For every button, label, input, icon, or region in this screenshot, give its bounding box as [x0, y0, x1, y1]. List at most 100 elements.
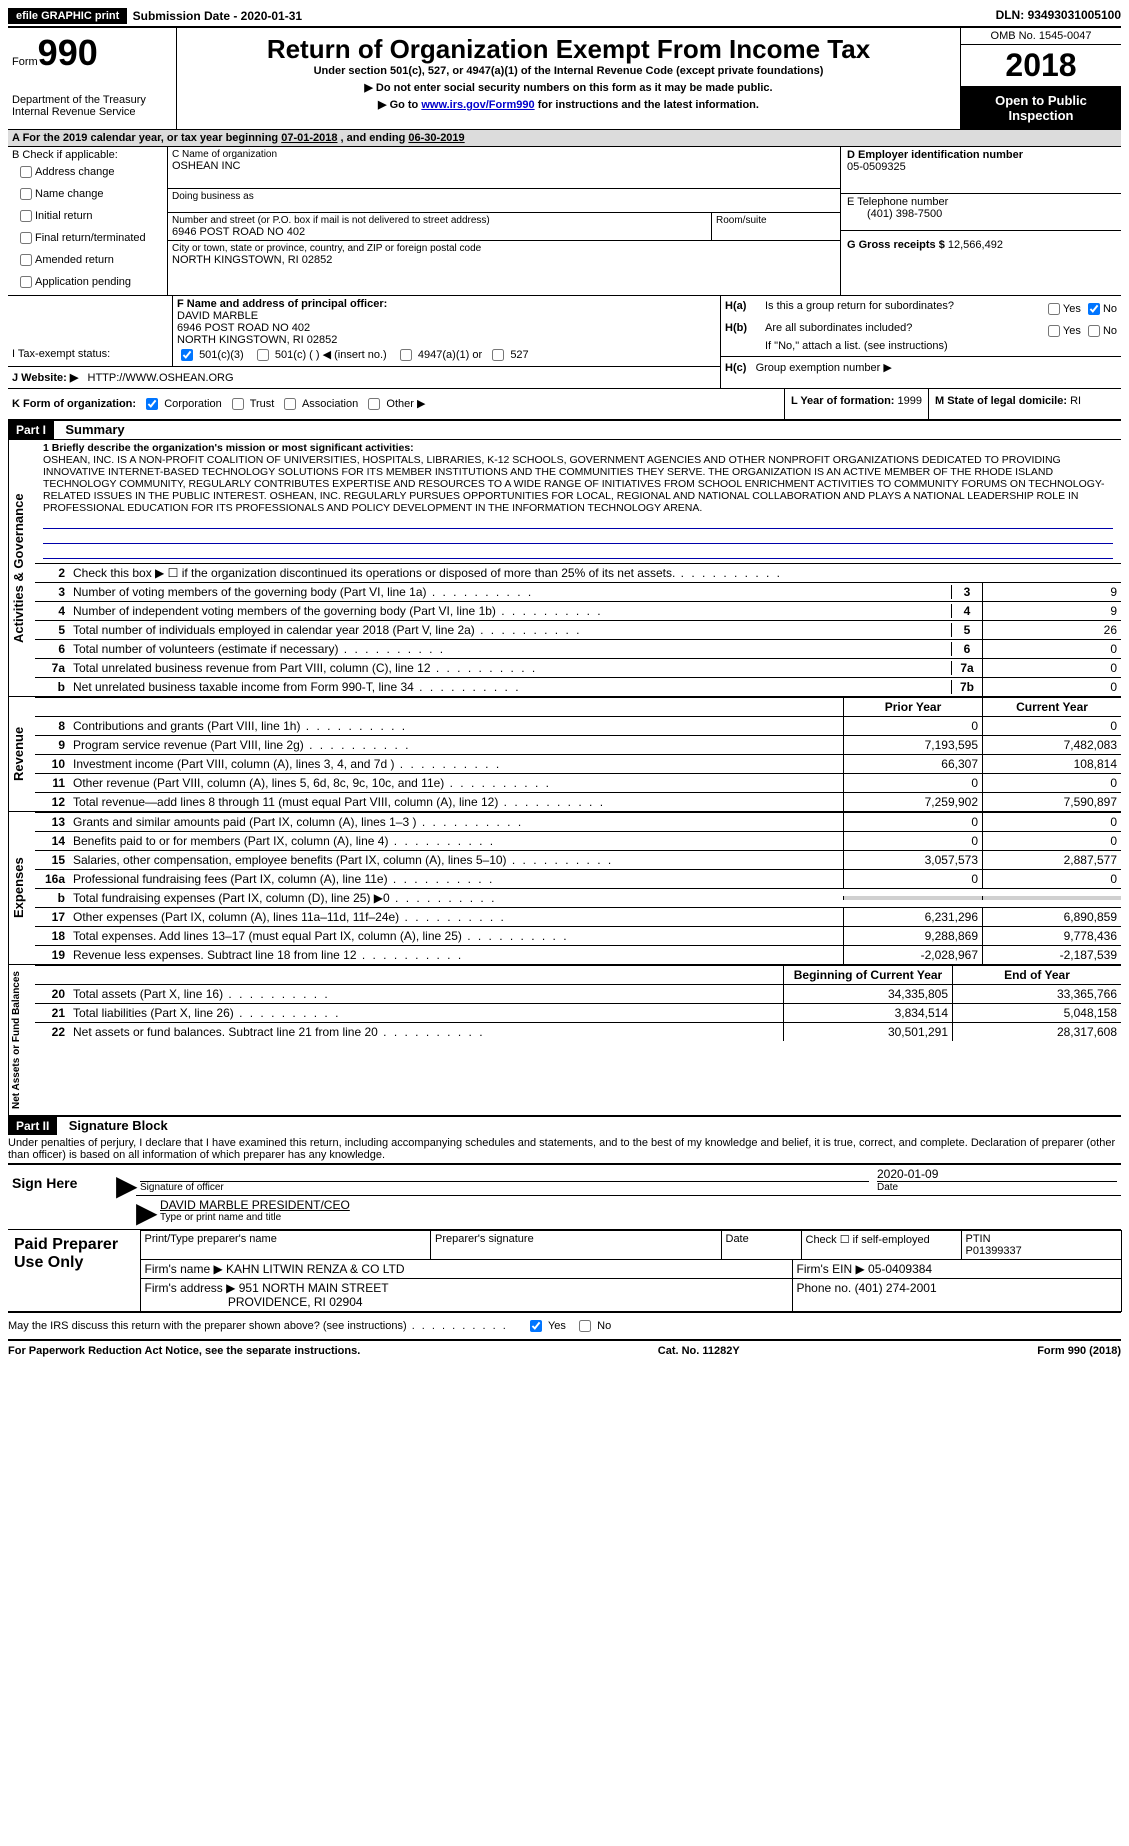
line-num: 22 [35, 1023, 69, 1041]
discuss-yes: Yes [548, 1320, 566, 1332]
box-j: J Website: ▶ HTTP://WWW.OSHEAN.ORG [8, 367, 720, 388]
chk-address-change[interactable] [20, 166, 32, 178]
prior-val: 0 [843, 813, 982, 831]
chk-name-change[interactable] [20, 188, 32, 200]
line-b: bTotal fundraising expenses (Part IX, co… [35, 888, 1121, 907]
line-14: 14Benefits paid to or for members (Part … [35, 831, 1121, 850]
chk-app-pending[interactable] [20, 276, 32, 288]
chk-other[interactable] [368, 398, 380, 410]
prior-val: 30,501,291 [783, 1023, 952, 1041]
tax-year: 2018 [961, 45, 1121, 87]
gov-line-4: 4Number of independent voting members of… [35, 601, 1121, 620]
line-12: 12Total revenue—add lines 8 through 11 (… [35, 792, 1121, 811]
street-cell: Number and street (or P.O. box if mail i… [168, 213, 711, 240]
chk-initial-return[interactable] [20, 210, 32, 222]
officer-addr1: 6946 POST ROAD NO 402 [177, 322, 716, 334]
line-desc: Revenue less expenses. Subtract line 18 … [69, 946, 843, 964]
line-num: 21 [35, 1004, 69, 1022]
firm-addr-cell: Firm's address ▶ 951 NORTH MAIN STREET P… [140, 1278, 793, 1312]
gov-line-2: 2Check this box ▶ ☐ if the organization … [35, 563, 1121, 582]
line-desc: Number of voting members of the governin… [69, 583, 951, 601]
chk-hb-yes[interactable] [1048, 325, 1060, 337]
box-g: G Gross receipts $ 12,566,492 [841, 231, 1121, 259]
col-current-year: Current Year [982, 698, 1121, 716]
chk-ha-yes[interactable] [1048, 303, 1060, 315]
box-b-label: B Check if applicable: [12, 149, 163, 161]
chk-assoc[interactable] [284, 398, 296, 410]
current-val: 2,887,577 [982, 851, 1121, 869]
form990-link[interactable]: www.irs.gov/Form990 [421, 99, 534, 111]
footer-left: For Paperwork Reduction Act Notice, see … [8, 1345, 360, 1357]
chk-amended-label: Amended return [35, 254, 114, 266]
footer-right: Form 990 (2018) [1037, 1345, 1121, 1357]
current-val: -2,187,539 [982, 946, 1121, 964]
line-desc: Total fundraising expenses (Part IX, col… [69, 889, 843, 907]
box-b: B Check if applicable: Address change Na… [8, 147, 168, 295]
col-end-year: End of Year [952, 966, 1121, 984]
box-h: H(a) Is this a group return for subordin… [720, 296, 1121, 388]
chk-527[interactable] [492, 349, 504, 361]
line-16a: 16aProfessional fundraising fees (Part I… [35, 869, 1121, 888]
col-begin-year: Beginning of Current Year [783, 966, 952, 984]
row-a-tax-year: A For the 2019 calendar year, or tax yea… [8, 130, 1121, 147]
box-e: E Telephone number (401) 398-7500 [841, 194, 1121, 231]
footer: For Paperwork Reduction Act Notice, see … [8, 1341, 1121, 1357]
chk-amended-return[interactable] [20, 254, 32, 266]
website-label: J Website: ▶ [12, 372, 78, 384]
line-num: 20 [35, 985, 69, 1003]
sign-here-label: Sign Here [8, 1165, 116, 1229]
chk-trust[interactable] [232, 398, 244, 410]
line-val: 26 [982, 621, 1121, 639]
line-20: 20Total assets (Part X, line 16)34,335,8… [35, 984, 1121, 1003]
box-d: D Employer identification number 05-0509… [841, 147, 1121, 194]
dln: DLN: 93493031005100 [996, 8, 1121, 24]
sub3-post: for instructions and the latest informat… [535, 99, 759, 111]
blank-desc-net [69, 973, 783, 977]
firm-addr-1: 951 NORTH MAIN STREET [239, 1281, 389, 1295]
prep-date-label: Date [721, 1230, 802, 1260]
section-governance: Activities & Governance 1 Briefly descri… [8, 439, 1121, 696]
box-k: K Form of organization: Corporation Trus… [8, 389, 784, 419]
org-name: OSHEAN INC [172, 160, 836, 172]
chk-501c3[interactable] [181, 349, 193, 361]
line-num: 10 [35, 755, 69, 773]
prior-val: 66,307 [843, 755, 982, 773]
line-18: 18Total expenses. Add lines 13–17 (must … [35, 926, 1121, 945]
line-val: 0 [982, 659, 1121, 677]
chk-pending-label: Application pending [35, 276, 131, 288]
line-num: b [35, 678, 69, 696]
line-val: 9 [982, 583, 1121, 601]
prior-val: 34,335,805 [783, 985, 952, 1003]
line-9: 9Program service revenue (Part VIII, lin… [35, 735, 1121, 754]
h-b-note: If "No," attach a list. (see instruction… [721, 340, 1121, 357]
firm-ein-value: 05-0409384 [868, 1262, 932, 1276]
box-c-street-row: Number and street (or P.O. box if mail i… [168, 213, 840, 241]
chk-amended: Amended return [12, 249, 163, 271]
form-word: Form [12, 56, 38, 68]
chk-final-return[interactable] [20, 232, 32, 244]
chk-discuss-no[interactable] [579, 1320, 591, 1332]
chk-hb-no[interactable] [1088, 325, 1100, 337]
year-formation-label: L Year of formation: [791, 395, 898, 407]
prior-val: 9,288,869 [843, 927, 982, 945]
h-c-question: Group exemption number ▶ [756, 362, 892, 374]
chk-discuss-yes[interactable] [530, 1320, 542, 1332]
efile-print-button[interactable]: efile GRAPHIC print [8, 8, 127, 24]
label-revenue: Revenue [8, 697, 35, 811]
opt-trust: Trust [250, 398, 275, 410]
prior-val [843, 896, 982, 900]
title: Return of Organization Exempt From Incom… [183, 34, 954, 65]
firm-phone-value: (401) 274-2001 [855, 1281, 937, 1295]
chk-ha-no[interactable] [1088, 303, 1100, 315]
chk-501c[interactable] [257, 349, 269, 361]
line-15: 15Salaries, other compensation, employee… [35, 850, 1121, 869]
governance-body: 1 Briefly describe the organization's mi… [35, 440, 1121, 696]
line-desc: Net unrelated business taxable income fr… [69, 678, 951, 696]
chk-address-label: Address change [35, 166, 115, 178]
officer-name: DAVID MARBLE [177, 310, 716, 322]
chk-name-label: Name change [35, 188, 104, 200]
chk-corp[interactable] [146, 398, 158, 410]
line-num: 3 [35, 583, 69, 601]
chk-4947[interactable] [400, 349, 412, 361]
current-val: 0 [982, 717, 1121, 735]
